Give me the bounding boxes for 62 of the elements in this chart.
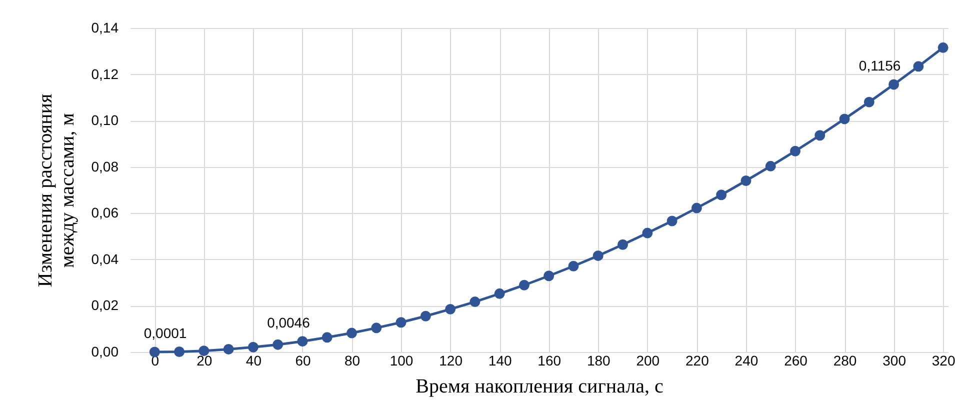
x-tick-label: 160 (538, 352, 562, 368)
x-tick-label: 200 (636, 352, 660, 368)
x-tick-label: 180 (586, 352, 611, 368)
point (913, 61, 924, 72)
x-tick-label: 120 (439, 352, 463, 368)
point (740, 176, 752, 186)
point (149, 346, 160, 358)
point (297, 336, 308, 347)
point (716, 190, 727, 200)
point (938, 42, 948, 53)
point (272, 339, 284, 350)
point (396, 317, 406, 328)
point (494, 288, 505, 299)
point (592, 250, 604, 261)
point (790, 146, 800, 156)
point (839, 114, 850, 124)
data-label: 0,1156 (858, 57, 901, 74)
y-tick-label: 0,08 (91, 158, 119, 174)
x-tick-label: 100 (390, 352, 414, 368)
x-tick-label: 220 (686, 352, 710, 368)
point (346, 328, 357, 338)
point (642, 228, 653, 238)
point (371, 322, 382, 334)
x-tick-label: 140 (488, 352, 512, 368)
x-tick-label: 260 (784, 352, 808, 368)
point (174, 346, 185, 357)
point (470, 296, 480, 308)
point (666, 216, 678, 226)
point (322, 332, 332, 343)
point (223, 344, 234, 354)
y-tick-label: 0,10 (91, 112, 119, 128)
y-tick-label: 0,02 (91, 297, 119, 314)
point (544, 270, 554, 282)
y-tick-label: 0,00 (91, 344, 119, 360)
data-label: 0,0046 (267, 314, 310, 330)
x-tick-label: 20 (196, 352, 212, 368)
y-axis-title: Изменения расстояния между массами, м (34, 94, 78, 288)
x-tick-label: 80 (344, 352, 360, 368)
y-tick-label: 0,06 (91, 204, 119, 221)
x-axis-title: Время накопления сигнала, с (416, 376, 664, 398)
point (420, 310, 431, 322)
point (618, 239, 628, 250)
data-label: 0,0001 (144, 324, 187, 341)
point (568, 260, 579, 272)
point (765, 160, 776, 172)
x-tick-label: 300 (882, 352, 906, 368)
y-tick-label: 0,14 (91, 20, 119, 36)
point (888, 79, 900, 90)
x-tick-label: 40 (246, 352, 262, 368)
x-tick-label: 320 (932, 352, 955, 368)
x-tick-label: 240 (734, 352, 758, 368)
point (814, 130, 826, 141)
point (248, 342, 258, 352)
x-tick-label: 280 (833, 352, 857, 368)
point (518, 280, 530, 290)
point (691, 202, 702, 214)
x-tick-label: 60 (295, 352, 311, 368)
y-tick-label: 0,04 (91, 250, 119, 267)
point (198, 346, 210, 356)
point (864, 96, 874, 108)
y-tick-label: 0,12 (91, 66, 119, 82)
point (445, 304, 456, 314)
